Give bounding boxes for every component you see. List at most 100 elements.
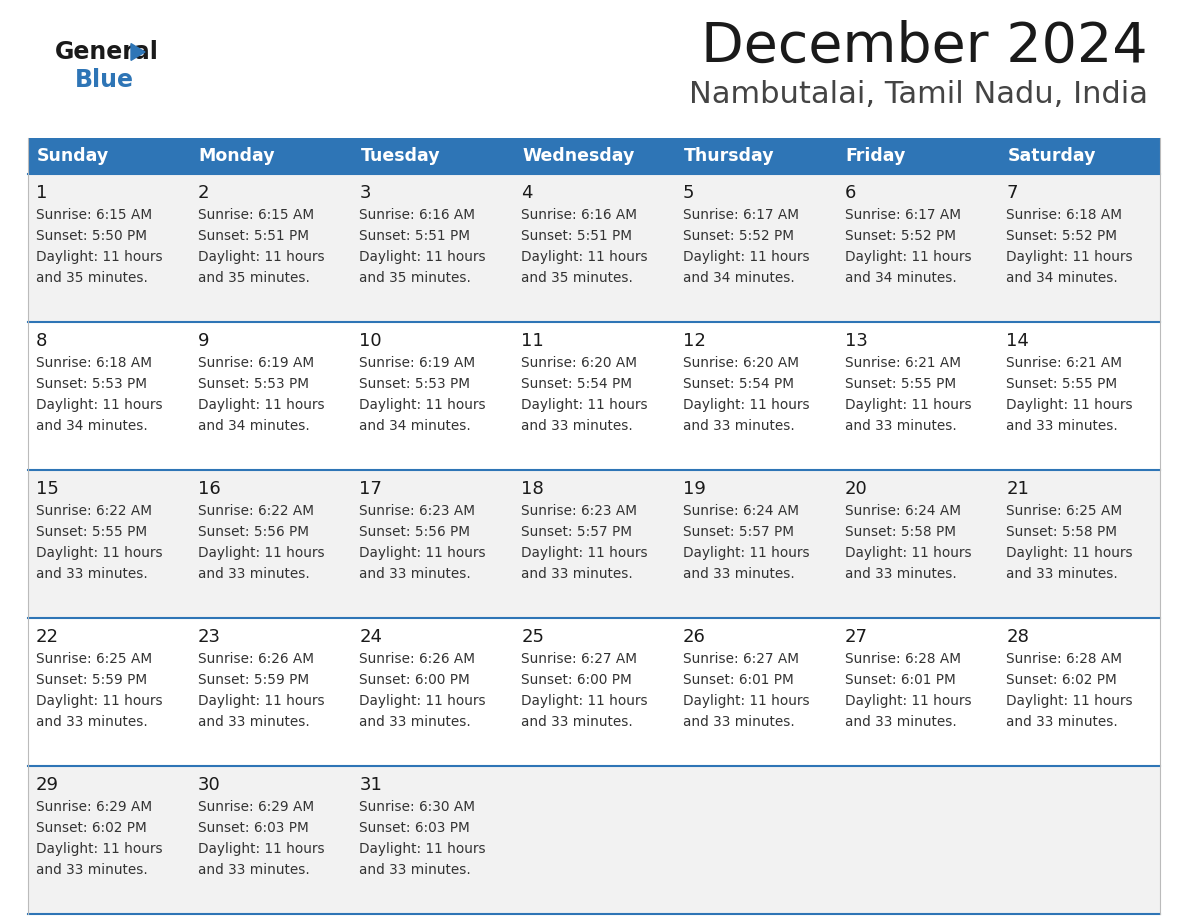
Text: Daylight: 11 hours: Daylight: 11 hours bbox=[1006, 398, 1133, 412]
Text: 9: 9 bbox=[197, 332, 209, 350]
Text: and 33 minutes.: and 33 minutes. bbox=[683, 419, 795, 433]
Bar bbox=[190, 138, 352, 174]
Text: Sunset: 5:51 PM: Sunset: 5:51 PM bbox=[522, 229, 632, 243]
Bar bbox=[29, 766, 190, 914]
Text: and 35 minutes.: and 35 minutes. bbox=[197, 271, 310, 285]
Text: and 33 minutes.: and 33 minutes. bbox=[683, 715, 795, 729]
Text: Sunset: 5:51 PM: Sunset: 5:51 PM bbox=[197, 229, 309, 243]
Text: Sunrise: 6:25 AM: Sunrise: 6:25 AM bbox=[1006, 504, 1123, 518]
Bar bbox=[675, 766, 836, 914]
Text: 21: 21 bbox=[1006, 480, 1029, 498]
Text: Daylight: 11 hours: Daylight: 11 hours bbox=[845, 398, 972, 412]
Text: Daylight: 11 hours: Daylight: 11 hours bbox=[1006, 250, 1133, 264]
Text: and 33 minutes.: and 33 minutes. bbox=[360, 863, 472, 877]
Text: Sunrise: 6:22 AM: Sunrise: 6:22 AM bbox=[36, 504, 152, 518]
Text: Sunset: 5:59 PM: Sunset: 5:59 PM bbox=[36, 673, 147, 687]
Bar bbox=[29, 174, 190, 322]
Bar bbox=[190, 322, 352, 470]
Text: 8: 8 bbox=[36, 332, 48, 350]
Bar bbox=[352, 174, 513, 322]
Bar bbox=[836, 322, 998, 470]
Text: Tuesday: Tuesday bbox=[360, 147, 440, 165]
Text: Sunday: Sunday bbox=[37, 147, 109, 165]
Text: and 33 minutes.: and 33 minutes. bbox=[845, 567, 956, 581]
Text: and 33 minutes.: and 33 minutes. bbox=[36, 863, 147, 877]
Text: Daylight: 11 hours: Daylight: 11 hours bbox=[197, 694, 324, 708]
Text: 20: 20 bbox=[845, 480, 867, 498]
Text: Daylight: 11 hours: Daylight: 11 hours bbox=[360, 398, 486, 412]
Bar bbox=[675, 618, 836, 766]
Text: Sunset: 5:50 PM: Sunset: 5:50 PM bbox=[36, 229, 147, 243]
Text: and 34 minutes.: and 34 minutes. bbox=[360, 419, 472, 433]
Text: and 33 minutes.: and 33 minutes. bbox=[36, 567, 147, 581]
Text: Daylight: 11 hours: Daylight: 11 hours bbox=[36, 694, 163, 708]
Text: and 34 minutes.: and 34 minutes. bbox=[36, 419, 147, 433]
Text: Sunrise: 6:27 AM: Sunrise: 6:27 AM bbox=[522, 652, 637, 666]
Text: Daylight: 11 hours: Daylight: 11 hours bbox=[360, 842, 486, 856]
Bar bbox=[352, 766, 513, 914]
Text: 1: 1 bbox=[36, 184, 48, 202]
Text: 30: 30 bbox=[197, 776, 221, 794]
Bar bbox=[190, 618, 352, 766]
Text: Sunset: 6:02 PM: Sunset: 6:02 PM bbox=[36, 821, 147, 835]
Text: Sunset: 5:53 PM: Sunset: 5:53 PM bbox=[36, 377, 147, 391]
Text: and 34 minutes.: and 34 minutes. bbox=[683, 271, 795, 285]
Text: Daylight: 11 hours: Daylight: 11 hours bbox=[683, 250, 809, 264]
Text: Sunrise: 6:15 AM: Sunrise: 6:15 AM bbox=[197, 208, 314, 222]
Text: Daylight: 11 hours: Daylight: 11 hours bbox=[845, 250, 972, 264]
Text: Sunset: 5:51 PM: Sunset: 5:51 PM bbox=[360, 229, 470, 243]
Text: Sunrise: 6:23 AM: Sunrise: 6:23 AM bbox=[360, 504, 475, 518]
Text: Nambutalai, Tamil Nadu, India: Nambutalai, Tamil Nadu, India bbox=[689, 80, 1148, 109]
Text: Sunrise: 6:16 AM: Sunrise: 6:16 AM bbox=[522, 208, 637, 222]
Bar bbox=[190, 174, 352, 322]
Text: Daylight: 11 hours: Daylight: 11 hours bbox=[197, 546, 324, 560]
Text: Daylight: 11 hours: Daylight: 11 hours bbox=[522, 546, 647, 560]
Text: and 33 minutes.: and 33 minutes. bbox=[522, 567, 633, 581]
Text: Sunrise: 6:19 AM: Sunrise: 6:19 AM bbox=[360, 356, 475, 370]
Text: Sunrise: 6:27 AM: Sunrise: 6:27 AM bbox=[683, 652, 798, 666]
Bar bbox=[836, 618, 998, 766]
Text: 2: 2 bbox=[197, 184, 209, 202]
Text: Saturday: Saturday bbox=[1007, 147, 1095, 165]
Text: December 2024: December 2024 bbox=[701, 20, 1148, 74]
Text: and 33 minutes.: and 33 minutes. bbox=[197, 715, 309, 729]
Text: Daylight: 11 hours: Daylight: 11 hours bbox=[845, 694, 972, 708]
Text: 22: 22 bbox=[36, 628, 59, 646]
Text: Daylight: 11 hours: Daylight: 11 hours bbox=[197, 398, 324, 412]
Text: Sunrise: 6:24 AM: Sunrise: 6:24 AM bbox=[845, 504, 961, 518]
Text: #1a1a1a: #1a1a1a bbox=[55, 58, 62, 59]
Bar bbox=[29, 322, 190, 470]
Text: and 34 minutes.: and 34 minutes. bbox=[197, 419, 309, 433]
Text: and 33 minutes.: and 33 minutes. bbox=[1006, 715, 1118, 729]
Text: Monday: Monday bbox=[198, 147, 276, 165]
Text: 5: 5 bbox=[683, 184, 694, 202]
Text: Sunrise: 6:16 AM: Sunrise: 6:16 AM bbox=[360, 208, 475, 222]
Text: and 33 minutes.: and 33 minutes. bbox=[1006, 567, 1118, 581]
Text: 27: 27 bbox=[845, 628, 867, 646]
Text: Sunset: 5:53 PM: Sunset: 5:53 PM bbox=[360, 377, 470, 391]
Text: Sunrise: 6:28 AM: Sunrise: 6:28 AM bbox=[1006, 652, 1123, 666]
Bar bbox=[675, 138, 836, 174]
Text: Sunrise: 6:21 AM: Sunrise: 6:21 AM bbox=[1006, 356, 1123, 370]
Text: 19: 19 bbox=[683, 480, 706, 498]
Text: Sunset: 6:01 PM: Sunset: 6:01 PM bbox=[845, 673, 955, 687]
Text: Sunset: 5:55 PM: Sunset: 5:55 PM bbox=[36, 525, 147, 539]
Text: Sunset: 5:54 PM: Sunset: 5:54 PM bbox=[522, 377, 632, 391]
Text: 6: 6 bbox=[845, 184, 855, 202]
Text: Sunrise: 6:26 AM: Sunrise: 6:26 AM bbox=[197, 652, 314, 666]
Text: Sunrise: 6:23 AM: Sunrise: 6:23 AM bbox=[522, 504, 637, 518]
Text: Sunrise: 6:18 AM: Sunrise: 6:18 AM bbox=[1006, 208, 1123, 222]
Text: Sunset: 5:58 PM: Sunset: 5:58 PM bbox=[845, 525, 955, 539]
Bar bbox=[675, 174, 836, 322]
Text: Sunrise: 6:17 AM: Sunrise: 6:17 AM bbox=[683, 208, 798, 222]
Text: and 33 minutes.: and 33 minutes. bbox=[522, 419, 633, 433]
Bar bbox=[836, 138, 998, 174]
Text: 29: 29 bbox=[36, 776, 59, 794]
Bar bbox=[352, 470, 513, 618]
Text: Sunset: 5:56 PM: Sunset: 5:56 PM bbox=[197, 525, 309, 539]
Bar bbox=[836, 174, 998, 322]
Text: Daylight: 11 hours: Daylight: 11 hours bbox=[36, 398, 163, 412]
Bar bbox=[29, 138, 190, 174]
Text: 10: 10 bbox=[360, 332, 383, 350]
Text: and 34 minutes.: and 34 minutes. bbox=[845, 271, 956, 285]
